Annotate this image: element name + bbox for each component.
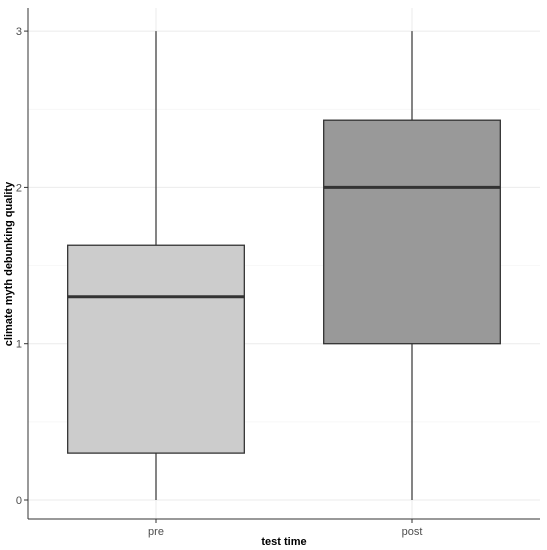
box-layer	[67, 31, 501, 500]
y-tick-label: 1	[16, 339, 22, 351]
y-tick-layer: 0 1 2 3	[16, 26, 28, 507]
x-tick-label: pre	[148, 526, 164, 538]
iqr-box	[323, 119, 501, 345]
y-tick-label: 0	[16, 495, 22, 507]
x-tick-layer: pre post	[148, 519, 422, 538]
x-axis-title: test time	[261, 536, 306, 548]
axis-layer	[27, 8, 540, 520]
y-axis-title: climate myth debunking quality	[3, 181, 15, 346]
box-pre	[67, 31, 245, 500]
y-tick-label: 3	[16, 26, 22, 38]
y-tick-label: 2	[16, 182, 22, 194]
box-post	[323, 31, 501, 500]
iqr-box	[67, 244, 245, 454]
x-tick-label: post	[402, 526, 423, 538]
